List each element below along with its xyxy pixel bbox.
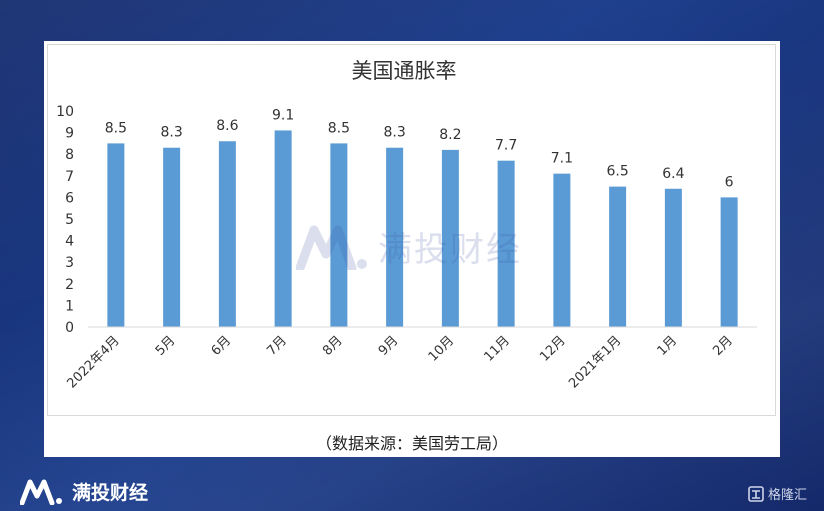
y-tick-label: 7 — [65, 169, 74, 185]
data-label: 6.4 — [662, 166, 684, 182]
bar — [497, 160, 515, 327]
x-tick-label: 7月 — [264, 333, 290, 359]
bar — [720, 197, 738, 327]
data-source-note: （数据来源：美国劳工局） — [315, 434, 508, 453]
bar — [163, 147, 181, 327]
data-label: 8.5 — [328, 120, 350, 136]
y-tick-label: 10 — [56, 104, 74, 120]
y-tick-label: 0 — [65, 320, 74, 336]
brand-name: 满投财经 — [72, 482, 149, 504]
data-label: 8.3 — [383, 125, 405, 141]
value-labels: 8.5 8.3 8.6 9.1 8.5 8.3 8.2 7.7 7.1 6.5 6.4 6 — [105, 107, 734, 190]
brand-logo-icon — [20, 479, 62, 505]
x-tick-label: 12月 — [537, 333, 568, 364]
bar — [441, 149, 459, 327]
x-tick-label: 2021年1月 — [566, 333, 624, 391]
y-axis: 0 1 2 3 4 5 6 7 8 9 10 — [56, 104, 74, 336]
brand-logo: 满投财经 — [20, 478, 148, 505]
bar-chart: 美国通胀率 0 1 2 3 4 5 6 7 8 9 10 8.5 8.3 8.6 9.1 8.5 8.3 8.2… — [56, 59, 757, 391]
data-label: 6 — [725, 174, 734, 190]
bar — [330, 143, 348, 327]
data-label: 8.6 — [216, 118, 238, 134]
x-tick-label: 8月 — [320, 333, 346, 359]
watermark: 满投财经 — [296, 222, 522, 271]
bar — [609, 186, 627, 327]
bars — [107, 130, 738, 327]
x-tick-label: 2022年4月 — [64, 333, 122, 391]
watermark-text: 满投财经 — [378, 230, 522, 270]
y-tick-label: 6 — [65, 190, 74, 206]
corner-logo-icon — [748, 485, 764, 502]
bar — [553, 173, 571, 327]
y-tick-label: 2 — [65, 277, 74, 293]
bar — [274, 130, 292, 327]
chart-title: 美国通胀率 — [352, 59, 457, 83]
x-tick-label: 5月 — [153, 333, 179, 359]
data-label: 7.7 — [495, 138, 517, 154]
watermark-logo-icon — [296, 225, 367, 270]
x-tick-label: 11月 — [481, 333, 512, 364]
data-label: 7.1 — [551, 151, 573, 167]
y-tick-label: 1 — [65, 298, 74, 314]
data-label: 8.3 — [160, 125, 182, 141]
bar — [218, 141, 236, 327]
x-tick-label: 2月 — [710, 333, 736, 359]
bar — [664, 188, 682, 327]
bar — [107, 143, 125, 327]
data-label: 8.2 — [439, 127, 461, 143]
bar — [386, 147, 404, 327]
x-tick-label: 10月 — [426, 333, 457, 364]
data-label: 8.5 — [105, 120, 127, 136]
y-tick-label: 9 — [65, 126, 74, 142]
y-tick-label: 3 — [65, 255, 74, 271]
data-label: 6.5 — [606, 164, 628, 180]
x-tick-label: 6月 — [209, 333, 235, 359]
chart-frame — [47, 44, 776, 416]
chart-card: 美国通胀率 0 1 2 3 4 5 6 7 8 9 10 8.5 8.3 8.6 9.1 8.5 8.3 8.2… — [44, 41, 780, 457]
corner-logo: 格隆汇 — [748, 484, 807, 503]
x-tick-label: 9月 — [376, 333, 402, 359]
y-tick-label: 8 — [65, 147, 74, 163]
x-tick-label: 1月 — [655, 333, 681, 359]
y-tick-label: 5 — [65, 212, 74, 228]
y-tick-label: 4 — [65, 234, 74, 250]
data-label: 9.1 — [272, 107, 294, 123]
corner-logo-text: 格隆汇 — [768, 488, 808, 503]
